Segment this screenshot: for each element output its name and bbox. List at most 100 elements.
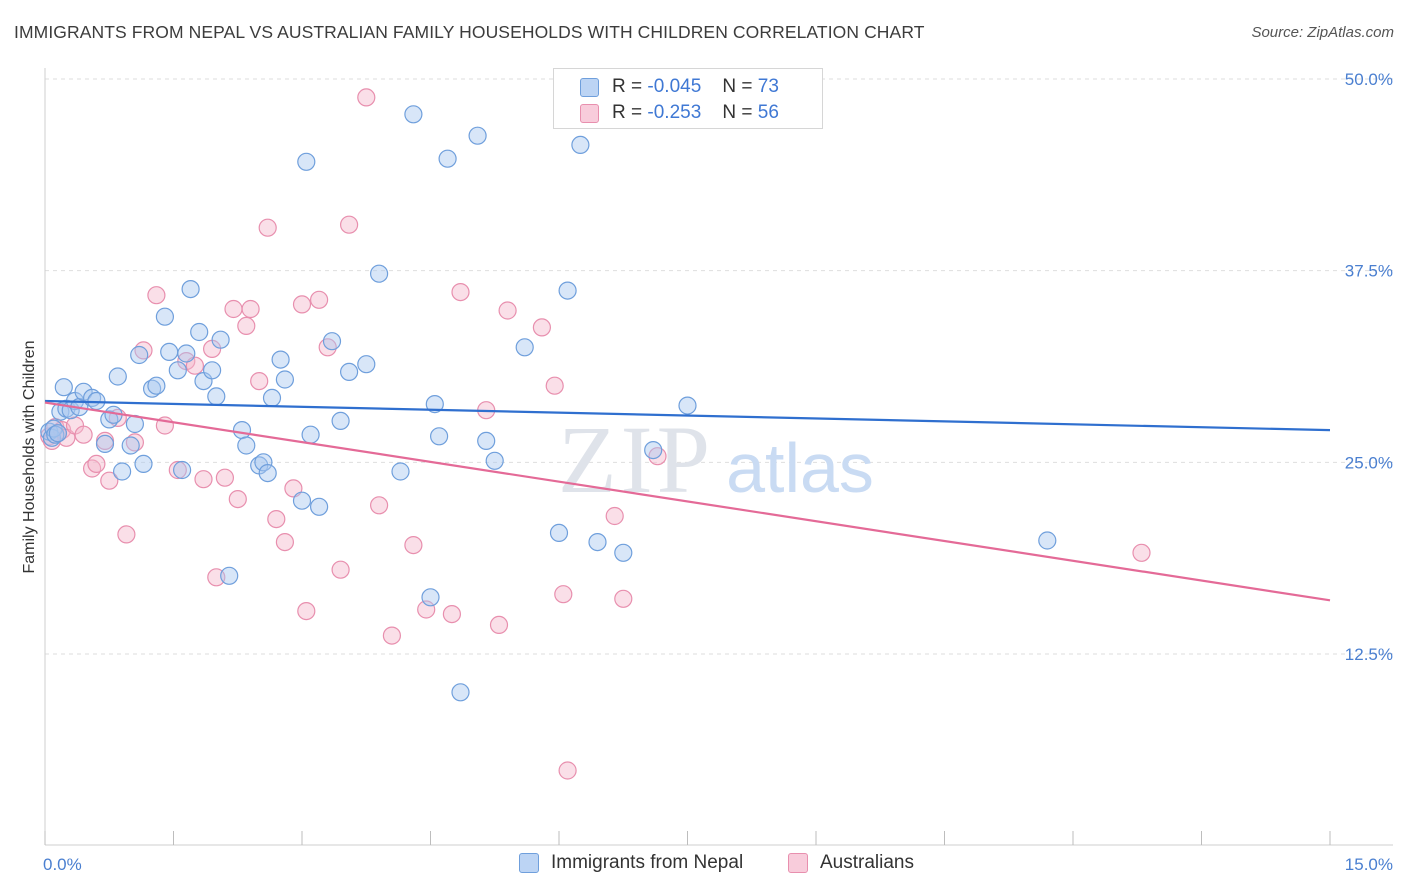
data-point[interactable] <box>130 345 149 365</box>
data-point[interactable] <box>644 441 663 460</box>
data-point[interactable] <box>477 431 496 450</box>
data-point[interactable] <box>331 560 350 579</box>
data-point[interactable] <box>549 523 569 543</box>
data-point[interactable] <box>57 428 76 447</box>
data-point[interactable] <box>532 318 552 337</box>
data-point[interactable] <box>301 425 320 444</box>
data-point[interactable] <box>271 350 290 369</box>
data-point[interactable] <box>181 280 200 299</box>
data-point[interactable] <box>258 218 277 237</box>
data-point[interactable] <box>571 135 590 154</box>
legend-r-label: R = <box>612 102 643 123</box>
data-point[interactable] <box>190 322 209 342</box>
data-point[interactable] <box>54 378 73 397</box>
data-point[interactable] <box>468 126 487 145</box>
data-point[interactable] <box>370 496 389 515</box>
data-point[interactable] <box>74 425 93 444</box>
data-point[interactable] <box>275 370 294 389</box>
data-point[interactable] <box>558 761 577 780</box>
data-point[interactable] <box>134 454 153 473</box>
data-point[interactable] <box>404 535 423 555</box>
data-point[interactable] <box>194 470 213 489</box>
data-point[interactable] <box>292 295 312 314</box>
data-point[interactable] <box>370 264 389 283</box>
data-point[interactable] <box>614 543 633 562</box>
data-point[interactable] <box>117 525 136 544</box>
data-point[interactable] <box>554 585 573 604</box>
data-point[interactable] <box>224 299 243 319</box>
data-point[interactable] <box>451 283 470 302</box>
data-point[interactable] <box>322 332 342 351</box>
trend-lines <box>44 399 1331 602</box>
data-point[interactable] <box>614 589 633 608</box>
data-point[interactable] <box>147 376 166 395</box>
data-point[interactable] <box>485 451 504 470</box>
data-point[interactable] <box>1132 543 1151 562</box>
data-point[interactable] <box>310 497 329 516</box>
data-point[interactable] <box>678 396 697 415</box>
data-point[interactable] <box>421 588 440 607</box>
data-point[interactable] <box>498 301 517 320</box>
y-tick-label: 12.5% <box>1345 645 1393 664</box>
data-point[interactable] <box>292 491 312 510</box>
data-point[interactable] <box>357 88 376 107</box>
data-point[interactable] <box>250 372 269 391</box>
data-point[interactable] <box>48 424 68 443</box>
axes <box>44 68 1393 846</box>
data-point[interactable] <box>357 355 376 374</box>
data-point[interactable] <box>173 460 192 480</box>
data-point[interactable] <box>207 387 226 406</box>
legend-n-value: 56 <box>757 102 779 123</box>
data-point[interactable] <box>228 490 247 509</box>
data-point[interactable] <box>275 532 294 552</box>
data-point[interactable] <box>87 454 106 473</box>
data-point[interactable] <box>340 215 359 234</box>
data-point[interactable] <box>177 344 196 363</box>
data-point[interactable] <box>545 376 564 395</box>
data-point[interactable] <box>232 421 252 440</box>
data-point[interactable] <box>284 479 303 498</box>
data-point[interactable] <box>340 362 359 381</box>
data-point[interactable] <box>112 462 132 481</box>
data-point[interactable] <box>108 367 127 386</box>
data-point[interactable] <box>558 281 577 300</box>
data-point[interactable] <box>211 330 230 349</box>
data-point[interactable] <box>442 604 461 624</box>
data-point[interactable] <box>297 601 316 621</box>
data-point[interactable] <box>430 427 449 446</box>
data-point[interactable] <box>515 338 534 357</box>
data-point[interactable] <box>100 471 119 490</box>
data-point[interactable] <box>489 615 509 635</box>
data-point[interactable] <box>220 566 239 585</box>
data-point[interactable] <box>382 626 401 645</box>
data-point[interactable] <box>438 149 457 168</box>
data-point[interactable] <box>168 460 187 480</box>
data-point[interactable] <box>331 411 350 430</box>
data-point[interactable] <box>258 464 277 483</box>
data-point[interactable] <box>121 436 140 455</box>
data-point[interactable] <box>391 462 410 481</box>
data-point[interactable] <box>262 388 282 407</box>
bottom-legend-label-australians: Australians <box>820 852 914 873</box>
data-point[interactable] <box>95 434 115 453</box>
data-point[interactable] <box>267 509 286 529</box>
data-point[interactable] <box>155 307 174 326</box>
data-point[interactable] <box>160 342 179 361</box>
data-point[interactable] <box>215 468 234 487</box>
data-point[interactable] <box>605 506 624 526</box>
data-point[interactable] <box>254 453 273 472</box>
data-point[interactable] <box>241 299 260 319</box>
data-point[interactable] <box>147 286 166 305</box>
data-point[interactable] <box>588 532 607 552</box>
data-point[interactable] <box>425 395 444 414</box>
data-point[interactable] <box>168 361 187 380</box>
data-point[interactable] <box>451 683 470 702</box>
data-point[interactable] <box>404 105 423 124</box>
watermark-zip: ZIP <box>558 406 714 513</box>
data-point[interactable] <box>1038 531 1057 550</box>
data-point[interactable] <box>203 361 222 380</box>
data-point[interactable] <box>310 290 329 309</box>
data-point[interactable] <box>297 152 316 171</box>
data-point[interactable] <box>237 436 256 455</box>
data-point[interactable] <box>237 316 256 335</box>
